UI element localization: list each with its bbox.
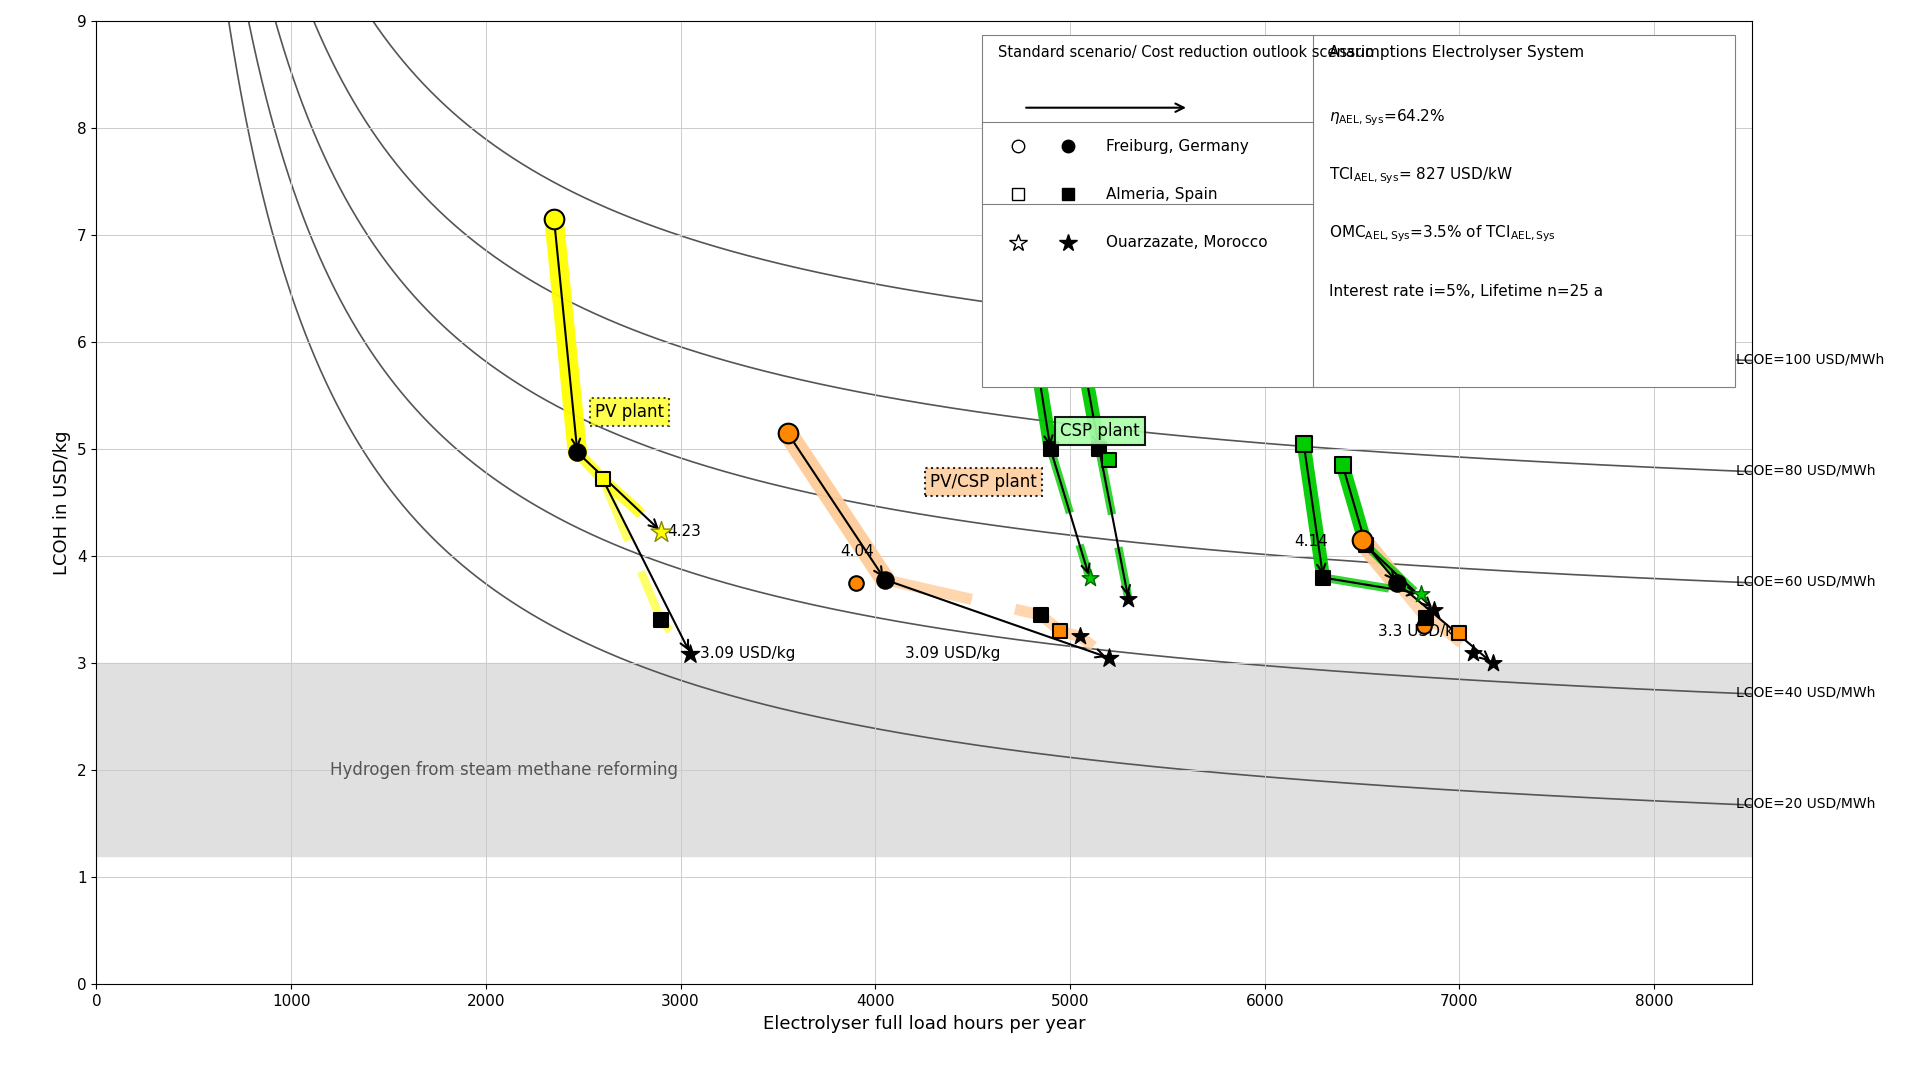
Text: LCOE=100 USD/MWh: LCOE=100 USD/MWh [1736, 352, 1884, 366]
Text: Freiburg, Germany: Freiburg, Germany [1106, 138, 1248, 153]
Point [1457, 644, 1488, 661]
Point [588, 471, 618, 488]
Point [1350, 537, 1380, 554]
Point [841, 575, 872, 592]
Text: Ouarzazate, Morocco: Ouarzazate, Morocco [1106, 235, 1267, 251]
Point [1288, 435, 1319, 453]
Text: LCOE=20 USD/MWh: LCOE=20 USD/MWh [1736, 797, 1876, 811]
Point [1405, 585, 1436, 603]
Bar [96, 663, 1751, 855]
Text: 3.09 USD/kg: 3.09 USD/kg [701, 646, 795, 661]
Text: LCOE=80 USD/MWh: LCOE=80 USD/MWh [1736, 463, 1876, 477]
Point [1025, 606, 1056, 623]
Point [1444, 624, 1475, 642]
Point [1327, 457, 1357, 474]
Point [1085, 441, 1116, 458]
Text: Standard scenario/ Cost reduction outlook scenario: Standard scenario/ Cost reduction outloo… [998, 45, 1375, 60]
Text: 3.3 USD/kg: 3.3 USD/kg [1379, 623, 1463, 638]
Point [870, 571, 900, 589]
Point [540, 211, 570, 228]
Text: $\mathrm{TCI}_\mathrm{AEL,Sys}$= 827 USD/kW: $\mathrm{TCI}_\mathrm{AEL,Sys}$= 827 USD… [1329, 165, 1513, 186]
Text: 4.23: 4.23 [666, 524, 701, 539]
Point [1346, 531, 1377, 549]
Point [1308, 569, 1338, 586]
FancyBboxPatch shape [981, 36, 1736, 387]
X-axis label: Electrolyser full load hours per year: Electrolyser full load hours per year [762, 1014, 1085, 1032]
Point [1035, 441, 1066, 458]
Point [1114, 591, 1144, 608]
Point [1073, 569, 1104, 586]
Point [1094, 451, 1125, 469]
Text: LCOE=60 USD/MWh: LCOE=60 USD/MWh [1736, 575, 1876, 589]
Text: Assumptions Electrolyser System: Assumptions Electrolyser System [1329, 45, 1584, 60]
Point [1064, 627, 1094, 645]
Point [1016, 318, 1046, 335]
Text: LCOE=40 USD/MWh: LCOE=40 USD/MWh [1736, 686, 1876, 700]
Point [1411, 609, 1442, 626]
Text: PV plant: PV plant [595, 403, 664, 421]
Point [563, 444, 593, 461]
Point [1094, 649, 1125, 666]
Text: $\mathrm{OMC}_\mathrm{AEL,Sys}$=3.5% of $\mathrm{TCI}_\mathrm{AEL,Sys}$: $\mathrm{OMC}_\mathrm{AEL,Sys}$=3.5% of … [1329, 224, 1555, 244]
Point [1419, 602, 1450, 619]
Point [1382, 575, 1413, 592]
Point [645, 523, 676, 540]
Point [772, 424, 803, 442]
Text: Interest rate i=5%, Lifetime n=25 a: Interest rate i=5%, Lifetime n=25 a [1329, 284, 1603, 299]
Point [645, 611, 676, 629]
Text: $\eta_\mathrm{AEL,Sys}$=64.2%: $\eta_\mathrm{AEL,Sys}$=64.2% [1329, 108, 1446, 129]
Point [676, 645, 707, 662]
Text: 3.09 USD/kg: 3.09 USD/kg [904, 646, 1000, 661]
Text: Hydrogen from steam methane reforming: Hydrogen from steam methane reforming [330, 761, 678, 780]
Point [1064, 334, 1094, 351]
Point [1476, 654, 1507, 672]
Y-axis label: LCOH in USD/kg: LCOH in USD/kg [54, 431, 71, 575]
Text: 4.14: 4.14 [1294, 534, 1329, 549]
Point [1044, 622, 1075, 639]
Text: PV/CSP plant: PV/CSP plant [929, 473, 1037, 490]
Text: Almeria, Spain: Almeria, Spain [1106, 187, 1217, 202]
Text: CSP plant: CSP plant [1060, 422, 1140, 441]
Text: 4.04: 4.04 [841, 544, 874, 559]
Point [1409, 617, 1440, 634]
